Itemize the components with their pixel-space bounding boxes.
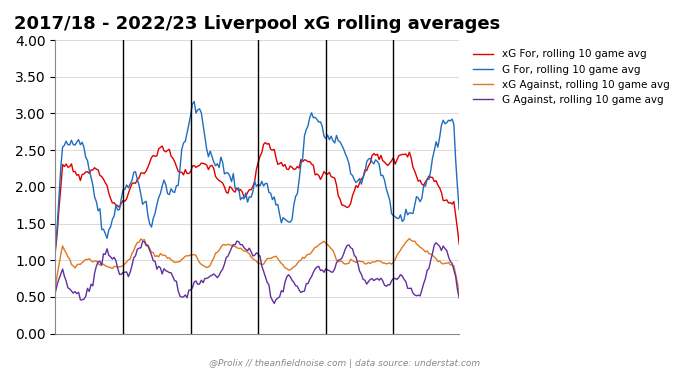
xG For, rolling 10 game avg (398, 152, 406, 157)
xG Against, rolling 10 game avg (313, 244, 321, 249)
G For, rolling 10 game avg (152, 202, 161, 207)
G Against, rolling 10 game avg (270, 301, 278, 306)
xG Against, rolling 10 game avg (396, 248, 404, 253)
G For, rolling 10 game avg (354, 179, 362, 183)
G Against, rolling 10 game avg (51, 290, 59, 294)
G For, rolling 10 game avg (155, 196, 163, 200)
G For, rolling 10 game avg (398, 219, 406, 224)
Line: xG Against, rolling 10 game avg: xG Against, rolling 10 game avg (55, 238, 459, 293)
xG For, rolling 10 game avg (262, 140, 270, 145)
xG For, rolling 10 game avg (152, 154, 161, 158)
G For, rolling 10 game avg (315, 120, 323, 124)
G For, rolling 10 game avg (190, 99, 198, 104)
Line: xG For, rolling 10 game avg: xG For, rolling 10 game avg (55, 142, 459, 250)
xG For, rolling 10 game avg (51, 248, 59, 253)
xG Against, rolling 10 game avg (51, 285, 59, 289)
G Against, rolling 10 game avg (233, 239, 241, 243)
xG Against, rolling 10 game avg (152, 253, 161, 258)
xG For, rolling 10 game avg (371, 153, 380, 157)
G For, rolling 10 game avg (371, 158, 380, 162)
xG Against, rolling 10 game avg (155, 254, 163, 259)
xG For, rolling 10 game avg (155, 147, 163, 151)
G Against, rolling 10 game avg (400, 277, 408, 282)
xG For, rolling 10 game avg (315, 173, 323, 178)
Line: G Against, rolling 10 game avg: G Against, rolling 10 game avg (55, 241, 459, 304)
Text: @Prolix // theanfieldnoise.com | data source: understat.com: @Prolix // theanfieldnoise.com | data so… (210, 359, 480, 368)
xG Against, rolling 10 game avg (405, 236, 413, 241)
xG Against, rolling 10 game avg (352, 260, 360, 265)
xG Against, rolling 10 game avg (370, 260, 378, 264)
G Against, rolling 10 game avg (373, 276, 382, 281)
xG For, rolling 10 game avg (455, 242, 463, 247)
G Against, rolling 10 game avg (155, 264, 163, 269)
G For, rolling 10 game avg (51, 244, 59, 248)
G Against, rolling 10 game avg (355, 269, 364, 273)
G For, rolling 10 game avg (455, 207, 463, 212)
G Against, rolling 10 game avg (316, 268, 324, 273)
xG For, rolling 10 game avg (354, 185, 362, 190)
G Against, rolling 10 game avg (455, 296, 463, 300)
G Against, rolling 10 game avg (152, 267, 161, 271)
xG Against, rolling 10 game avg (455, 291, 463, 295)
Line: G For, rolling 10 game avg: G For, rolling 10 game avg (55, 102, 459, 246)
Title: 2017/18 - 2022/23 Liverpool xG rolling averages: 2017/18 - 2022/23 Liverpool xG rolling a… (14, 15, 500, 33)
Legend: xG For, rolling 10 game avg, G For, rolling 10 game avg, xG Against, rolling 10 : xG For, rolling 10 game avg, G For, roll… (469, 45, 673, 109)
